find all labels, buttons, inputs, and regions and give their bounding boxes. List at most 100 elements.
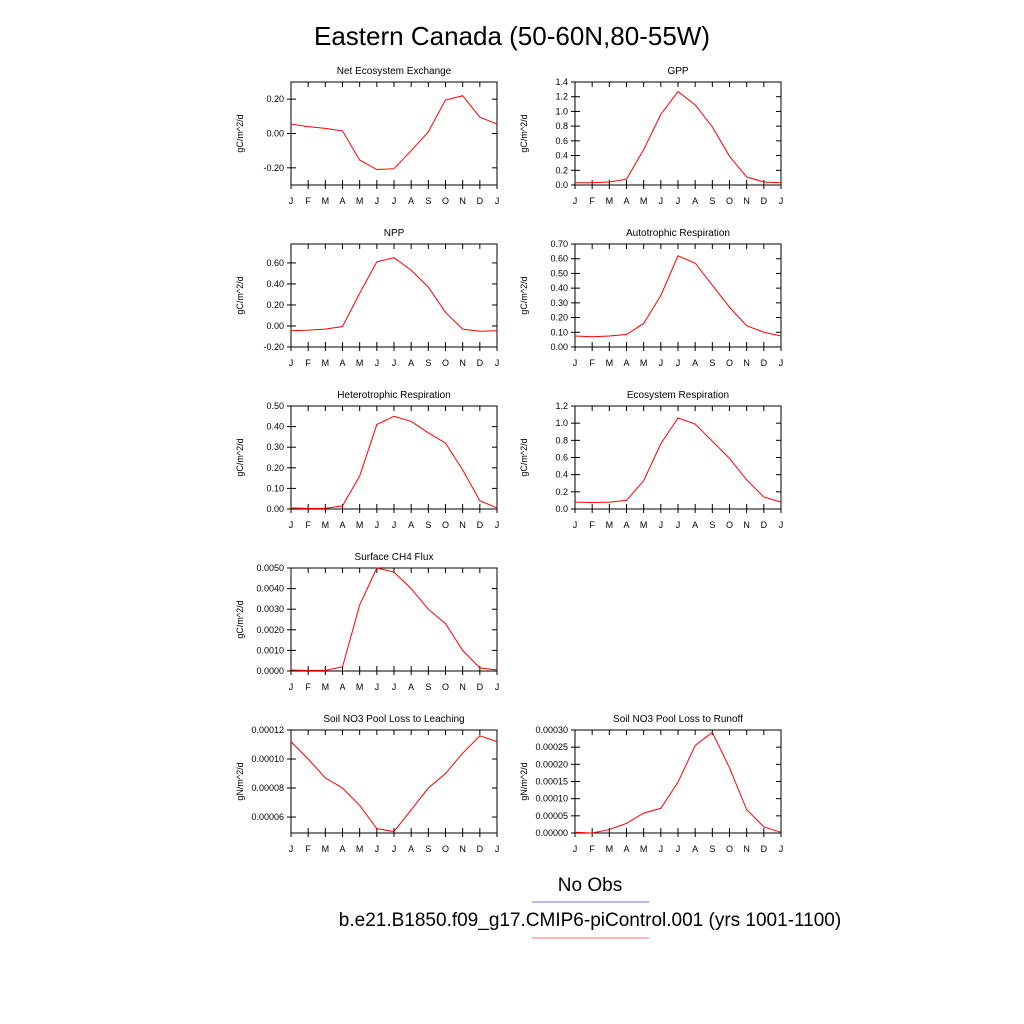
x-tick-label: J [289, 520, 294, 530]
y-axis-label: gC/m^2/d [235, 600, 245, 638]
x-tick-label: J [676, 358, 681, 368]
x-tick-label: A [692, 358, 698, 368]
x-tick-label: F [305, 682, 311, 692]
y-tick-label: 0.00015 [535, 777, 568, 787]
x-tick-label: D [477, 196, 484, 206]
x-tick-label: A [339, 682, 345, 692]
y-tick-label: 1.0 [555, 106, 568, 116]
x-tick-label: S [709, 520, 715, 530]
x-tick-label: F [305, 520, 311, 530]
x-tick-label: J [495, 844, 500, 854]
x-tick-label: O [726, 844, 733, 854]
x-tick-label: J [495, 682, 500, 692]
x-tick-label: D [477, 844, 484, 854]
panel-8: Soil NO3 Pool Loss to Leaching gN/m^2/d J F… [235, 714, 499, 854]
series-line [290, 567, 498, 671]
panel-title: Surface CH4 Flux [355, 552, 434, 563]
panel-title: Autotrophic Respiration [626, 228, 730, 239]
x-tick-label: D [761, 844, 768, 854]
y-tick-label: 0.0020 [256, 625, 284, 635]
y-tick-label: 0.20 [266, 300, 284, 310]
y-tick-label: 0.00008 [251, 783, 284, 793]
y-tick-label: 0.0050 [256, 563, 284, 573]
y-tick-label: 0.10 [550, 327, 568, 337]
x-tick-label: N [459, 358, 466, 368]
x-tick-label: J [375, 844, 380, 854]
x-tick-label: D [477, 520, 484, 530]
x-tick-label: A [408, 196, 414, 206]
x-tick-label: J [659, 358, 664, 368]
panel-title: NPP [384, 228, 405, 239]
y-tick-label: 0.00006 [251, 812, 284, 822]
x-tick-label: N [459, 682, 466, 692]
y-tick-label: 0.8 [555, 121, 568, 131]
y-tick-label: 0.6 [555, 453, 568, 463]
x-tick-label: A [692, 196, 698, 206]
x-tick-label: A [408, 520, 414, 530]
plot-frame [290, 81, 498, 186]
plot-frame [290, 243, 498, 348]
x-tick-label: S [709, 844, 715, 854]
y-tick-label: 0.00025 [535, 742, 568, 752]
series-line [290, 415, 498, 509]
x-tick-label: O [442, 844, 449, 854]
x-tick-label: S [709, 196, 715, 206]
y-tick-label: 0.10 [266, 483, 284, 493]
y-tick-label: -0.20 [263, 342, 284, 352]
x-tick-label: J [495, 358, 500, 368]
y-axis-label: gC/m^2/d [519, 276, 529, 314]
y-tick-label: 0.0000 [256, 666, 284, 676]
x-tick-label: J [392, 844, 397, 854]
x-tick-label: N [743, 844, 750, 854]
x-tick-label: M [356, 520, 364, 530]
x-tick-label: M [322, 682, 330, 692]
x-tick-label: A [339, 196, 345, 206]
y-tick-label: 0.4 [555, 151, 568, 161]
x-tick-label: A [623, 520, 629, 530]
y-tick-label: 1.4 [555, 77, 568, 87]
x-tick-label: F [305, 358, 311, 368]
x-tick-label: D [477, 358, 484, 368]
x-tick-label: M [356, 682, 364, 692]
y-axis-label: gN/m^2/d [235, 762, 245, 800]
x-tick-label: O [726, 358, 733, 368]
x-tick-label: J [573, 520, 578, 530]
x-tick-label: F [305, 196, 311, 206]
x-tick-label: N [459, 844, 466, 854]
series-line [575, 90, 782, 184]
x-tick-label: M [640, 358, 648, 368]
x-tick-label: O [442, 520, 449, 530]
x-tick-label: M [640, 520, 648, 530]
y-tick-label: 0.40 [266, 279, 284, 289]
x-tick-label: J [659, 196, 664, 206]
x-tick-label: A [692, 520, 698, 530]
y-tick-label: 0.00030 [535, 725, 568, 735]
y-tick-label: 0.00 [266, 129, 284, 139]
plot-frame [290, 405, 498, 510]
x-tick-label: F [589, 196, 595, 206]
panel-title: Net Ecosystem Exchange [337, 66, 452, 77]
x-tick-label: J [495, 196, 500, 206]
series-line [290, 95, 498, 171]
y-axis-label: gC/m^2/d [519, 438, 529, 476]
x-tick-label: A [408, 682, 414, 692]
x-tick-label: S [425, 844, 431, 854]
x-tick-label: J [375, 682, 380, 692]
y-tick-label: 0.0 [555, 504, 568, 514]
x-tick-label: M [322, 844, 330, 854]
x-tick-label: N [743, 520, 750, 530]
x-tick-label: N [459, 196, 466, 206]
x-tick-label: S [425, 196, 431, 206]
plot-frame [574, 729, 782, 834]
y-tick-label: 0.20 [266, 463, 284, 473]
x-tick-label: J [779, 196, 784, 206]
panel-title: Soil NO3 Pool Loss to Runoff [613, 714, 743, 725]
x-tick-label: J [495, 520, 500, 530]
x-tick-label: J [573, 196, 578, 206]
x-tick-label: A [692, 844, 698, 854]
y-axis-label: gN/m^2/d [519, 762, 529, 800]
x-tick-label: F [589, 520, 595, 530]
